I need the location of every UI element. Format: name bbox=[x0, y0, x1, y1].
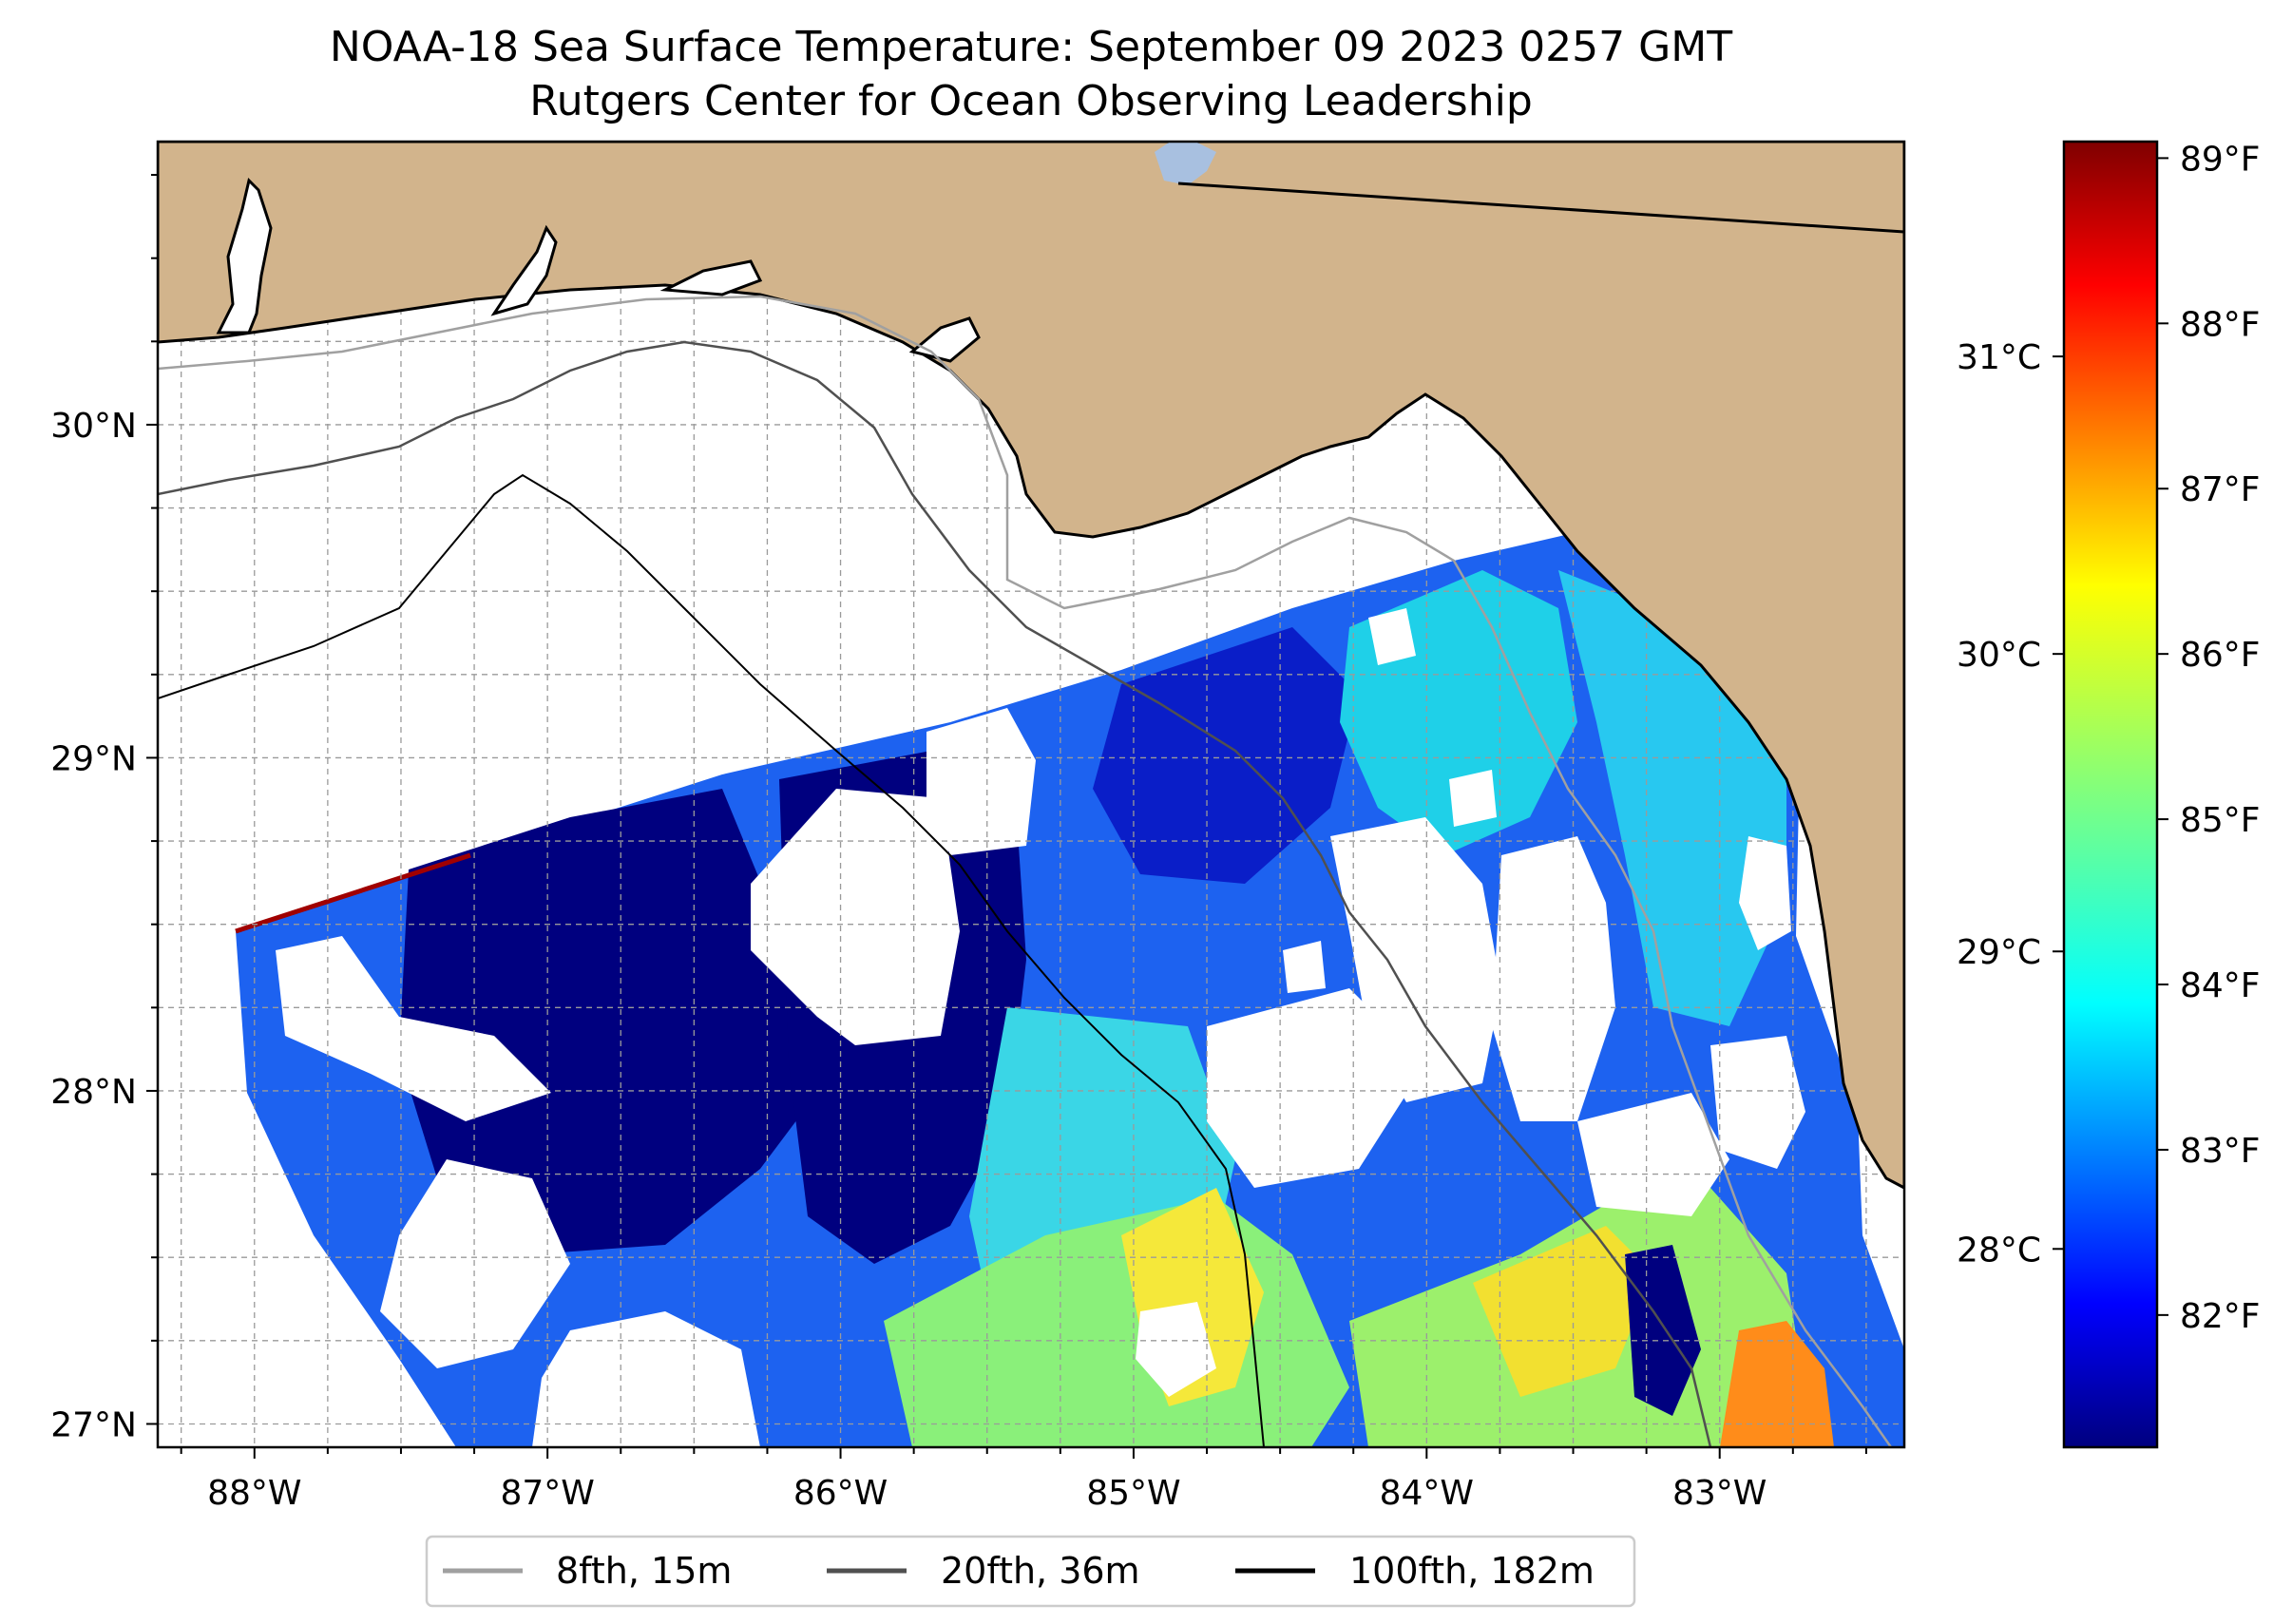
colorbar-c-label: 29°C bbox=[1957, 933, 2041, 972]
contour-8fth bbox=[158, 295, 1893, 1447]
colorbar-c-label: 31°C bbox=[1957, 338, 2041, 377]
state-border bbox=[1177, 182, 1904, 234]
colorbar: 82°F 83°F 84°F 85°F 86°F 87°F 88°F 89°F 28°C 29°… bbox=[1957, 140, 2261, 1449]
lat-tick-label: 28°N bbox=[50, 1073, 137, 1112]
colorbar-f-label: 82°F bbox=[2180, 1297, 2261, 1336]
land-mass bbox=[158, 142, 1904, 1190]
colorbar-f-label: 84°F bbox=[2180, 966, 2261, 1005]
map-frame bbox=[156, 140, 1906, 1449]
sst-swath bbox=[158, 532, 1904, 1447]
cloud-gap-14 bbox=[1368, 608, 1416, 665]
cloud-gap-6 bbox=[532, 1311, 760, 1447]
sst-warm-edge bbox=[235, 852, 471, 934]
lat-tick-label: 30°N bbox=[50, 407, 137, 446]
cloud-gap-2 bbox=[926, 708, 1036, 855]
latitude-axis: 27°N 28°N 29°N 30°N bbox=[50, 174, 158, 1444]
sst-deep-blue-west bbox=[399, 789, 817, 1254]
colorbar-fahrenheit-ticks: 82°F 83°F 84°F 85°F 86°F 87°F 88°F 89°F bbox=[2157, 140, 2261, 1336]
legend-label-20fth: 20fth, 36m bbox=[941, 1550, 1140, 1592]
cloud-gap-13 bbox=[1136, 1302, 1216, 1397]
colorbar-frame bbox=[2062, 140, 2159, 1449]
lon-tick-label: 88°W bbox=[207, 1474, 301, 1513]
cloud-gap-9 bbox=[1492, 836, 1615, 1121]
cloud-gap-4 bbox=[158, 988, 333, 1447]
map-panel bbox=[158, 142, 1904, 1447]
legend-box bbox=[425, 1535, 1636, 1608]
sst-deep-blue-southeast bbox=[1625, 1245, 1701, 1416]
sst-yellow-southeast bbox=[1473, 1226, 1653, 1397]
legend-label-100fth: 100fth, 182m bbox=[1349, 1550, 1595, 1592]
cloud-gap-11 bbox=[1739, 836, 1791, 950]
longitude-axis: 88°W 87°W 86°W 85°W 84°W 83°W bbox=[180, 1447, 1867, 1513]
lon-tick-label: 85°W bbox=[1086, 1474, 1180, 1513]
contour-100fth bbox=[158, 473, 1265, 1447]
lat-tick-label: 29°N bbox=[50, 739, 137, 778]
cloud-gap-1 bbox=[751, 789, 960, 1045]
sst-blue-north bbox=[1093, 627, 1359, 884]
lon-tick-label: 87°W bbox=[500, 1474, 594, 1513]
sst-orange-corner bbox=[1720, 1321, 1834, 1447]
cloud-gap-16 bbox=[1283, 941, 1326, 993]
contour-legend: 8fth, 15m 20fth, 36m 100fth, 182m bbox=[425, 1535, 1636, 1608]
lon-tick-label: 86°W bbox=[793, 1474, 888, 1513]
colorbar-gradient bbox=[2064, 142, 2157, 1447]
map-title-line2: Rutgers Center for Ocean Observing Leade… bbox=[529, 77, 1533, 125]
lon-tick-label: 83°W bbox=[1672, 1474, 1767, 1513]
colorbar-f-label: 89°F bbox=[2180, 140, 2261, 179]
legend-label-8fth: 8fth, 15m bbox=[556, 1550, 732, 1592]
colorbar-f-label: 85°F bbox=[2180, 801, 2261, 840]
bay-inlet-2 bbox=[490, 224, 558, 316]
colorbar-celsius-ticks: 28°C 29°C 30°C 31°C bbox=[1957, 338, 2064, 1270]
cloud-gap-3 bbox=[276, 936, 551, 1121]
contour-20fth bbox=[158, 340, 1712, 1447]
lake bbox=[1155, 143, 1216, 185]
bay-inlet-1 bbox=[216, 178, 273, 334]
colorbar-f-label: 87°F bbox=[2180, 470, 2261, 509]
cloud-gap-12 bbox=[1710, 1036, 1805, 1169]
colorbar-f-label: 88°F bbox=[2180, 305, 2261, 344]
cloud-gap-15 bbox=[1449, 770, 1497, 827]
colorbar-c-label: 28°C bbox=[1957, 1231, 2041, 1270]
cloud-gap-10 bbox=[1577, 1093, 1729, 1216]
lon-tick-label: 84°W bbox=[1380, 1474, 1474, 1513]
lat-tick-label: 27°N bbox=[50, 1405, 137, 1444]
cloud-gap-8 bbox=[1330, 817, 1501, 1102]
cloud-gap-5 bbox=[380, 1159, 570, 1368]
colorbar-c-label: 30°C bbox=[1957, 636, 2041, 675]
bay-inlet-3 bbox=[659, 259, 763, 296]
colorbar-f-label: 83°F bbox=[2180, 1132, 2261, 1171]
map-title-line1: NOAA-18 Sea Surface Temperature: Septemb… bbox=[330, 23, 1732, 71]
colorbar-f-label: 86°F bbox=[2180, 636, 2261, 675]
